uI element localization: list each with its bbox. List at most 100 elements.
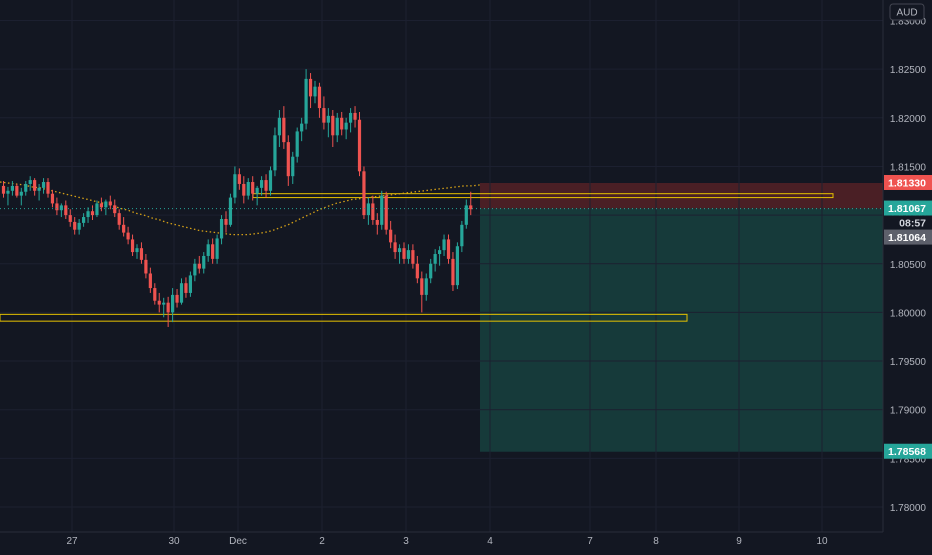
- candle[interactable]: [82, 213, 86, 227]
- candle[interactable]: [313, 80, 317, 104]
- candle[interactable]: [464, 199, 468, 229]
- candle[interactable]: [144, 254, 148, 279]
- take-profit-zone[interactable]: [480, 208, 883, 452]
- candle[interactable]: [433, 249, 437, 272]
- price-axis[interactable]: [883, 0, 932, 550]
- candle[interactable]: [424, 273, 428, 301]
- candle[interactable]: [117, 209, 121, 230]
- candle[interactable]: [322, 96, 326, 130]
- candle[interactable]: [375, 213, 379, 235]
- candle[interactable]: [277, 110, 281, 147]
- candle[interactable]: [282, 106, 286, 149]
- candle[interactable]: [73, 217, 77, 235]
- candle[interactable]: [228, 193, 233, 227]
- candle[interactable]: [55, 197, 59, 216]
- candle[interactable]: [304, 69, 308, 130]
- candle[interactable]: [211, 238, 215, 264]
- candle[interactable]: [406, 244, 411, 264]
- candle[interactable]: [455, 242, 459, 290]
- candle[interactable]: [300, 117, 304, 142]
- candle[interactable]: [362, 166, 366, 219]
- candle[interactable]: [317, 82, 322, 118]
- candle[interactable]: [113, 199, 117, 218]
- candle[interactable]: [246, 178, 250, 200]
- candle[interactable]: [366, 197, 370, 225]
- candle[interactable]: [24, 181, 28, 196]
- candle[interactable]: [162, 297, 166, 318]
- candle[interactable]: [171, 288, 175, 323]
- currency-box[interactable]: [889, 3, 925, 21]
- candle[interactable]: [215, 234, 219, 264]
- candle[interactable]: [64, 200, 68, 219]
- candle[interactable]: [442, 234, 446, 256]
- candle[interactable]: [273, 127, 277, 177]
- candle[interactable]: [397, 244, 402, 264]
- candle[interactable]: [206, 239, 210, 262]
- candle[interactable]: [122, 217, 126, 237]
- candle[interactable]: [268, 166, 273, 196]
- candle[interactable]: [166, 296, 170, 327]
- candle[interactable]: [384, 191, 388, 235]
- candle[interactable]: [460, 220, 464, 253]
- candle[interactable]: [353, 106, 357, 128]
- candle[interactable]: [37, 183, 41, 201]
- candle[interactable]: [77, 218, 81, 235]
- candle[interactable]: [10, 181, 14, 196]
- candle[interactable]: [251, 176, 255, 201]
- candle[interactable]: [28, 176, 32, 191]
- candle[interactable]: [193, 258, 197, 282]
- candle[interactable]: [264, 174, 268, 198]
- candle[interactable]: [179, 278, 184, 305]
- candle[interactable]: [446, 234, 451, 264]
- candle[interactable]: [335, 112, 339, 143]
- candle[interactable]: [33, 178, 37, 196]
- candle[interactable]: [153, 283, 157, 305]
- candle[interactable]: [308, 73, 313, 109]
- candle[interactable]: [99, 197, 103, 212]
- candle[interactable]: [331, 110, 335, 147]
- candle[interactable]: [357, 111, 362, 177]
- candle[interactable]: [393, 234, 397, 259]
- candle[interactable]: [242, 176, 246, 204]
- candle[interactable]: [429, 258, 433, 284]
- candle[interactable]: [188, 271, 192, 297]
- time-axis[interactable]: [0, 532, 883, 550]
- candle[interactable]: [295, 127, 299, 163]
- candle[interactable]: [344, 117, 348, 140]
- candle[interactable]: [202, 252, 206, 274]
- candle[interactable]: [415, 255, 419, 284]
- candle[interactable]: [219, 215, 224, 245]
- candle[interactable]: [157, 292, 161, 313]
- candle[interactable]: [130, 234, 135, 256]
- candle[interactable]: [86, 207, 90, 223]
- candle[interactable]: [469, 191, 473, 216]
- candle[interactable]: [6, 186, 10, 206]
- candle[interactable]: [255, 185, 259, 206]
- candle[interactable]: [41, 178, 46, 194]
- candle[interactable]: [90, 205, 95, 220]
- candle[interactable]: [50, 189, 55, 208]
- candle[interactable]: [175, 289, 179, 308]
- candle[interactable]: [451, 252, 455, 291]
- candle[interactable]: [389, 220, 393, 249]
- candle[interactable]: [68, 209, 72, 227]
- candle[interactable]: [340, 111, 344, 136]
- currency-label[interactable]: AUD: [896, 8, 917, 19]
- candle[interactable]: [380, 190, 384, 230]
- candle[interactable]: [326, 108, 330, 138]
- candle[interactable]: [19, 187, 23, 206]
- candle[interactable]: [411, 244, 415, 269]
- candle[interactable]: [197, 255, 201, 274]
- candle[interactable]: [148, 267, 152, 293]
- candle[interactable]: [126, 226, 130, 245]
- candle[interactable]: [233, 166, 237, 204]
- position-zones[interactable]: [480, 182, 883, 452]
- currency-selector[interactable]: AUD: [889, 3, 925, 21]
- candles[interactable]: [1, 69, 473, 327]
- candle[interactable]: [139, 242, 144, 264]
- candle[interactable]: [286, 135, 290, 186]
- candle[interactable]: [15, 183, 19, 198]
- candle[interactable]: [1, 181, 6, 198]
